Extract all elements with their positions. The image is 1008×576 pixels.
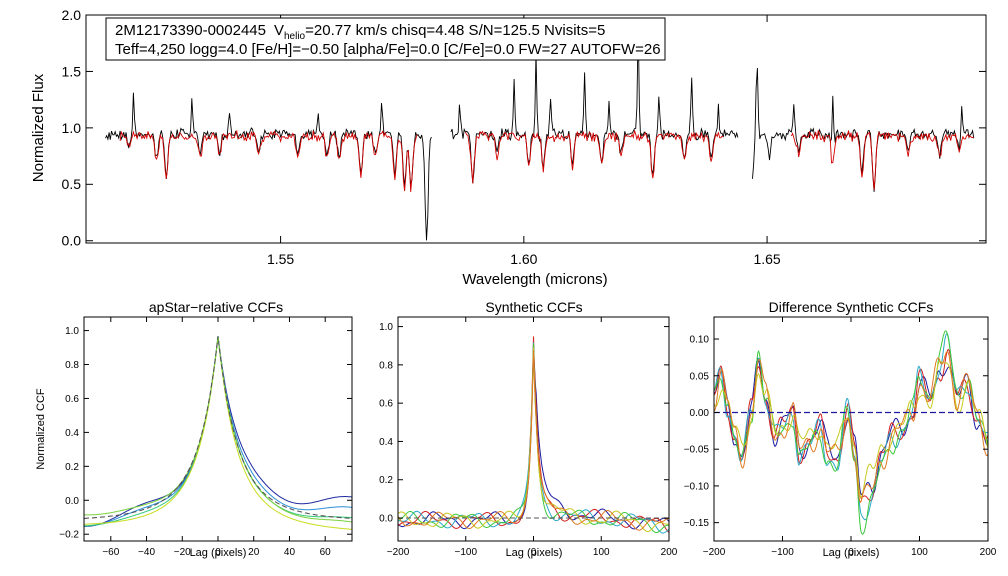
x-tick-label: 1.60 xyxy=(510,251,537,267)
ccf-relative-xlabel: Lag (pixels) xyxy=(190,547,247,559)
y-tick-label: 0.05 xyxy=(690,371,710,382)
y-tick-label: 1.0 xyxy=(62,120,82,136)
x-tick-label: 200 xyxy=(661,547,678,558)
visit-6-synthetic-ccf-line xyxy=(397,350,669,531)
x-tick-label: −200 xyxy=(703,547,726,558)
y-tick-label: 0.6 xyxy=(379,399,393,410)
y-tick-label: 0.0 xyxy=(65,496,79,507)
model-spectrum-line xyxy=(790,129,975,190)
ccf-difference-x-ticks: −200 −100 0 100 200 xyxy=(703,317,997,558)
y-tick-label: 0.4 xyxy=(379,437,393,448)
spectrum-x-ticks: 1.55 1.60 1.65 xyxy=(267,15,781,267)
spectrum-y-ticks: 0.0 0.5 1.0 1.5 2.0 xyxy=(62,7,986,249)
ccf-relative-frame xyxy=(83,316,353,542)
annotation-stats: =20.77 km/s chisq=4.48 S/N=125.5 Nvisits… xyxy=(305,22,605,39)
ccf-synthetic-lines xyxy=(397,336,670,534)
x-tick-label: 100 xyxy=(593,547,610,558)
observed-spectrum-line xyxy=(105,92,432,241)
ccf-synthetic-panel: Synthetic CCFs 0.0 0.2 0.4 0.6 0.8 1.0 −200 −1… xyxy=(379,299,678,559)
visit-6-difference-ccf-line xyxy=(713,351,989,504)
ccf-relative-x-ticks: −60 −40 −20 0 20 40 60 xyxy=(102,317,331,558)
y-tick-label: 0.2 xyxy=(379,475,393,486)
visit-2-ccf-line xyxy=(84,336,353,527)
visit-4-ccf-line xyxy=(84,336,352,530)
y-tick-label: 0.6 xyxy=(65,394,79,405)
x-tick-label: −60 xyxy=(102,547,119,558)
y-tick-label: −0.15 xyxy=(684,518,710,529)
ccf-relative-panel: apStar−relative CCFs −0.2 0.0 0.2 0.4 0.6 0.8… xyxy=(35,299,353,559)
model-spectrum-line xyxy=(465,130,724,184)
spectrum-lines xyxy=(105,21,975,241)
observed-spectrum-line xyxy=(752,67,975,192)
y-tick-label: 0.10 xyxy=(690,335,710,346)
visit-5-synthetic-ccf-line xyxy=(397,347,670,532)
y-tick-label: 0.5 xyxy=(62,176,82,192)
y-tick-label: 0.00 xyxy=(690,408,710,419)
spectrum-frame xyxy=(85,14,987,244)
spectrum-panel: 0.0 0.5 1.0 1.5 2.0 1.55 1.60 1.65 Normalized … xyxy=(30,7,987,288)
star-id: 2M12173390-0002445 xyxy=(115,22,266,39)
x-tick-label: −100 xyxy=(454,547,477,558)
y-tick-label: 1.5 xyxy=(62,63,82,79)
y-tick-label: 2.0 xyxy=(62,7,82,23)
ccf-difference-lines xyxy=(713,330,989,535)
model-spectrum-line xyxy=(119,129,418,193)
visit-4-synthetic-ccf-line xyxy=(397,343,669,533)
ccf-synthetic-x-ticks: −200 −100 0 100 200 xyxy=(387,317,678,558)
x-tick-label: 1.65 xyxy=(753,251,780,267)
y-tick-label: 0.0 xyxy=(62,233,82,249)
x-tick-label: 1.55 xyxy=(267,251,294,267)
y-tick-label: 1.0 xyxy=(379,322,393,333)
ccf-synthetic-y-ticks: 0.0 0.2 0.4 0.6 0.8 1.0 xyxy=(379,322,669,525)
x-tick-label: 0 xyxy=(848,547,854,558)
x-tick-label: 200 xyxy=(980,547,997,558)
y-tick-label: 0.8 xyxy=(65,360,79,371)
ccf-difference-title: Difference Synthetic CCFs xyxy=(769,299,934,315)
ccf-synthetic-title: Synthetic CCFs xyxy=(485,299,582,315)
x-tick-label: 60 xyxy=(320,547,332,558)
vhelio-subscript: helio xyxy=(284,31,306,42)
x-tick-label: −200 xyxy=(387,547,410,558)
visit-1-ccf-line xyxy=(84,336,353,527)
x-tick-label: 40 xyxy=(284,547,296,558)
visit-5-ccf-line xyxy=(84,336,353,523)
ccf-relative-lines xyxy=(84,336,353,530)
visit-3-difference-ccf-line xyxy=(713,332,988,521)
y-tick-label: 0.0 xyxy=(379,514,393,525)
vhelio-label: V xyxy=(274,22,284,39)
y-tick-label: −0.2 xyxy=(59,530,79,541)
annotation-line-1: 2M12173390-0002445 Vhelio=20.77 km/s chis… xyxy=(115,22,605,42)
x-tick-label: −40 xyxy=(138,547,155,558)
spectrum-xlabel: Wavelength (microns) xyxy=(462,271,607,288)
visit-2-synthetic-ccf-line xyxy=(397,336,670,533)
ccf-relative-title: apStar−relative CCFs xyxy=(149,299,283,315)
annotation-box xyxy=(105,17,666,61)
x-tick-label: 0 xyxy=(215,547,221,558)
combined-ccf-line xyxy=(84,336,352,519)
visit-2-difference-ccf-line xyxy=(713,348,989,502)
spectrum-ylabel: Normalized Flux xyxy=(30,73,47,182)
y-tick-label: 1.0 xyxy=(65,326,79,337)
annotation-line-2: Teff=4,250 logg=4.0 [Fe/H]=−0.50 [alpha/… xyxy=(115,41,661,58)
x-tick-label: 0 xyxy=(531,547,537,558)
ccf-difference-panel: Difference Synthetic CCFs −0.15 −0.10 −0.0… xyxy=(684,299,997,559)
ccf-difference-xlabel: Lag (pixels) xyxy=(823,547,880,559)
ccf-synthetic-xlabel: Lag (pixels) xyxy=(506,547,563,559)
x-tick-label: −20 xyxy=(174,547,191,558)
y-tick-label: 0.2 xyxy=(65,462,79,473)
y-tick-label: 0.4 xyxy=(65,428,79,439)
visit-3-ccf-line xyxy=(84,336,353,527)
y-tick-label: −0.05 xyxy=(684,445,710,456)
observed-spectrum-line xyxy=(450,21,739,184)
ccf-relative-y-ticks: −0.2 0.0 0.2 0.4 0.6 0.8 1.0 xyxy=(59,326,352,541)
y-tick-label: 0.8 xyxy=(379,360,393,371)
visit-1-synthetic-ccf-line xyxy=(397,343,670,530)
x-tick-label: 20 xyxy=(248,547,260,558)
y-tick-label: −0.10 xyxy=(684,481,710,492)
ccf-relative-ylabel: Normalized CCF xyxy=(35,388,47,470)
x-tick-label: 100 xyxy=(911,547,928,558)
x-tick-label: −100 xyxy=(771,547,794,558)
ccf-difference-y-ticks: −0.15 −0.10 −0.05 0.00 0.05 0.10 xyxy=(684,335,988,529)
